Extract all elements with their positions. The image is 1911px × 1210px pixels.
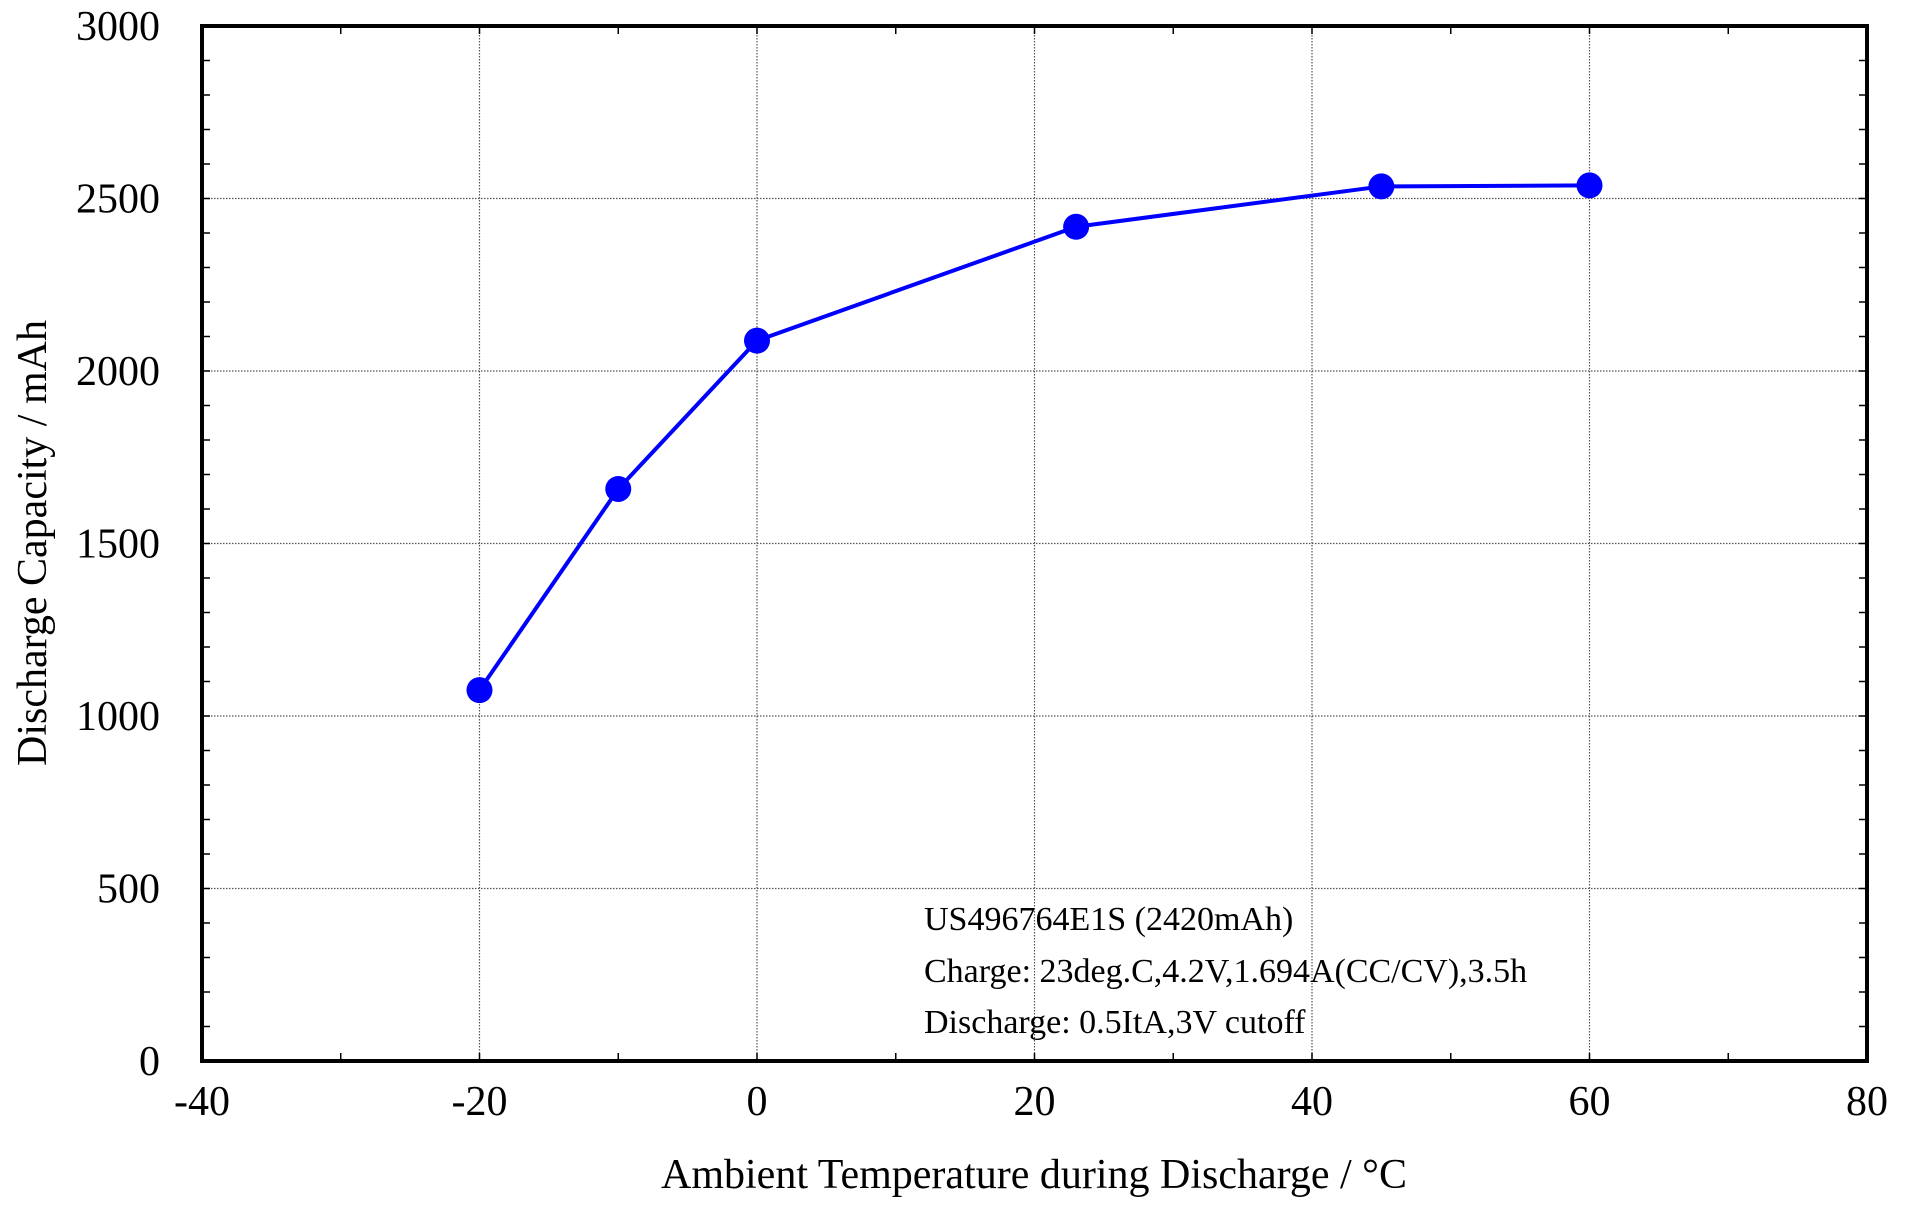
data-point: [1368, 173, 1395, 200]
data-point: [1576, 172, 1603, 199]
series-layer: [466, 172, 1603, 704]
x-tick-label: 20: [1014, 1079, 1056, 1125]
y-tick-label: 500: [97, 867, 160, 913]
data-point: [605, 475, 632, 502]
y-axis-label: Discharge Capacity / mAh: [10, 320, 56, 766]
annotation-model: US496764E1S (2420mAh): [924, 901, 1293, 938]
x-tick-label: -20: [452, 1079, 508, 1125]
data-point: [744, 327, 770, 354]
tick-labels: -40 -20 0 20 40 60 80 0 500 1000 1500 2000 2500 3000: [76, 4, 1888, 1125]
y-tick-label: 1500: [76, 522, 160, 568]
x-tick-label: 0: [747, 1079, 768, 1125]
x-axis-label: Ambient Temperature during Discharge / °…: [661, 1152, 1407, 1198]
annotation-box: US496764E1S (2420mAh) Charge: 23deg.C,4.…: [924, 901, 1527, 1041]
x-tick-label: 80: [1846, 1079, 1888, 1125]
x-tick-label: 40: [1291, 1079, 1333, 1125]
data-point: [1063, 213, 1090, 240]
y-tick-label: 3000: [76, 4, 160, 50]
x-tick-label: -40: [174, 1079, 230, 1125]
plot-area-frame: [200, 24, 1869, 1063]
data-point: [466, 677, 493, 704]
annotation-charge: Charge: 23deg.C,4.2V,1.694A(CC/CV),3.5h: [924, 953, 1527, 990]
y-tick-label: 1000: [76, 694, 160, 740]
series-line: [477, 183, 1590, 692]
y-tick-label: 2500: [76, 177, 160, 223]
y-tick-label: 2000: [76, 349, 160, 395]
x-tick-label: 60: [1569, 1079, 1611, 1125]
grid: [202, 26, 1867, 1061]
y-tick-label: 0: [139, 1039, 160, 1085]
annotation-discharge: Discharge: 0.5ItA,3V cutoff: [924, 1004, 1306, 1041]
